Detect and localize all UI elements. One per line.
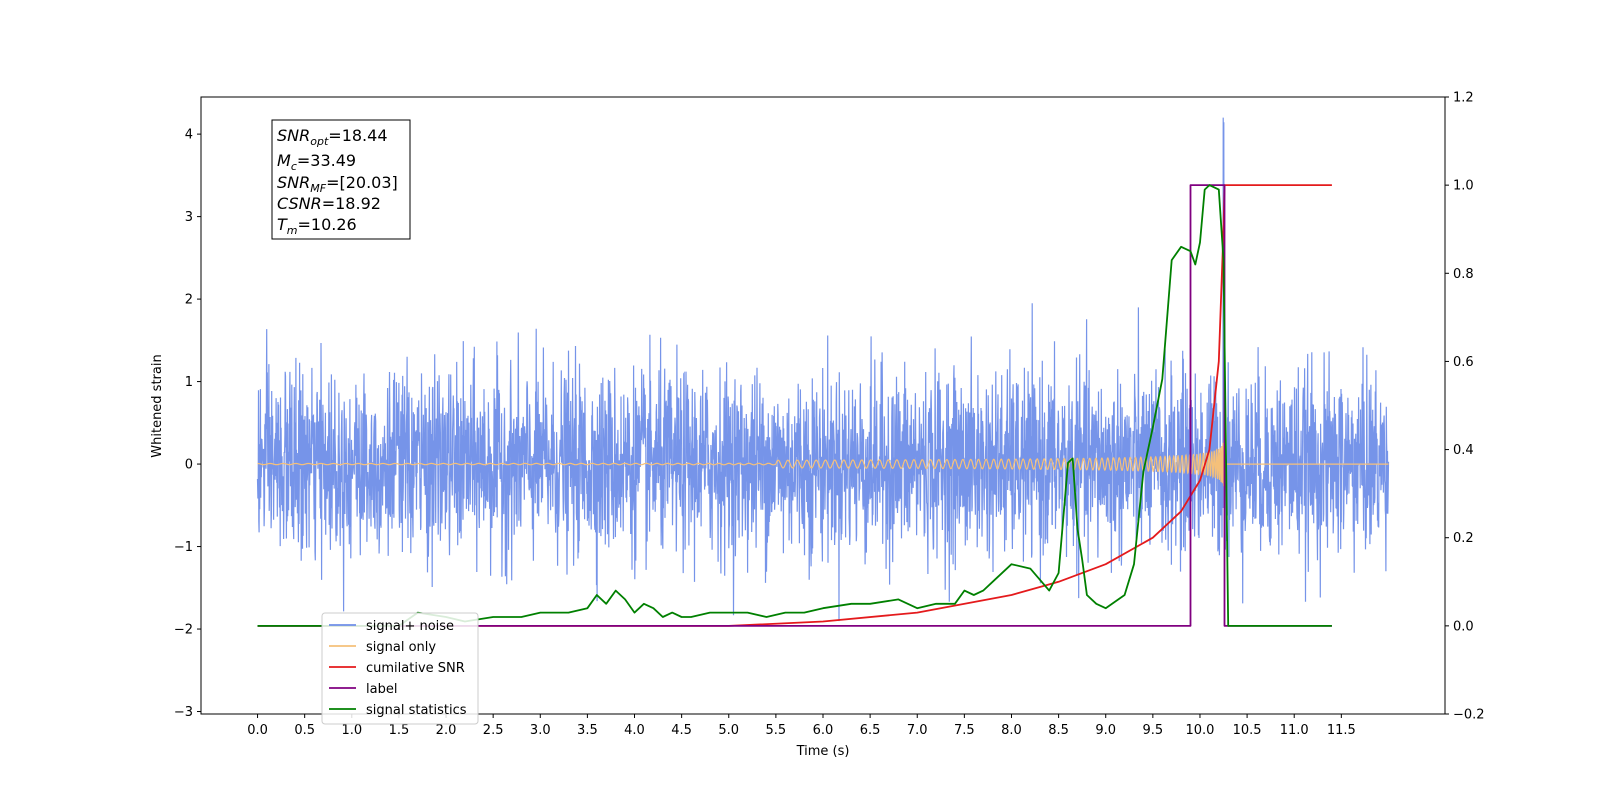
x-tick-label: 3.5 — [577, 723, 598, 738]
y2-tick-label: −0.2 — [1453, 708, 1485, 723]
svg-text:cumilative SNR: cumilative SNR — [366, 661, 465, 676]
legend-item-signal-only: signal only — [329, 640, 436, 655]
y-tick-label: −1 — [174, 540, 193, 555]
y-axis: 4 3 2 1 0 −1 −2 −3 — [174, 128, 201, 720]
legend-item-label: label — [329, 682, 397, 697]
x-tick-label: 0.0 — [247, 723, 268, 738]
x-tick-label: 11.5 — [1327, 723, 1356, 738]
x-tick-label: 4.5 — [671, 723, 692, 738]
legend: signal+ noise signal only cumilative SNR… — [321, 612, 479, 725]
svg-text:label: label — [366, 682, 397, 697]
y2-tick-label: 0.4 — [1453, 443, 1474, 458]
legend-item-cumilative-snr: cumilative SNR — [329, 661, 465, 676]
x-tick-label: 6.5 — [860, 723, 881, 738]
x-tick-label: 10.0 — [1185, 723, 1214, 738]
y2-tick-label: 0.0 — [1453, 619, 1474, 634]
y-tick-label: 4 — [185, 128, 193, 143]
annotation-csnr: CSNR=18.92 — [277, 194, 381, 213]
x-tick-label: 9.5 — [1143, 723, 1164, 738]
x-tick-label: 1.0 — [341, 723, 362, 738]
y2-tick-label: 0.8 — [1453, 267, 1474, 282]
x-tick-label: 3.0 — [530, 723, 551, 738]
x-tick-label: 6.0 — [813, 723, 834, 738]
y-tick-label: 3 — [185, 210, 193, 225]
legend-item-signal-statistics: signal statistics — [329, 703, 467, 718]
x-tick-label: 8.0 — [1001, 723, 1022, 738]
y-tick-label: 1 — [185, 375, 193, 390]
y-tick-label: −2 — [174, 623, 193, 638]
y-tick-label: 2 — [185, 293, 193, 308]
x-tick-label: 7.0 — [907, 723, 928, 738]
series-cumilative-snr-line — [257, 184, 1332, 627]
series-signal-statistics-line — [257, 184, 1332, 627]
x-tick-label: 4.0 — [624, 723, 645, 738]
x-tick-label: 5.5 — [766, 723, 787, 738]
y-tick-label: −3 — [174, 705, 193, 720]
annotation-snr-opt: SNRopt=18.44 — [277, 126, 388, 148]
y2-axis: 1.2 1.0 0.8 0.6 0.4 0.2 0.0 −0.2 — [1445, 91, 1485, 723]
annotation-snr-mf: SNRMF=[20.03] — [277, 173, 398, 195]
y-tick-label: 0 — [185, 458, 193, 473]
x-tick-label: 2.0 — [436, 723, 457, 738]
annotation-box: SNRopt=18.44 Mc=33.49 SNRMF=[20.03] CSNR… — [271, 119, 411, 240]
series-signal-only-line — [257, 439, 1389, 487]
legend-item-signal-noise: signal+ noise — [329, 619, 454, 634]
y2-tick-label: 1.2 — [1453, 91, 1474, 106]
x-tick-label: 2.5 — [483, 723, 504, 738]
x-tick-label: 8.5 — [1048, 723, 1069, 738]
y-axis-label: Whitened strain — [150, 354, 165, 457]
plot-area — [256, 117, 1390, 627]
x-axis: 0.0 0.5 1.0 1.5 2.0 2.5 3.0 3.5 4.0 4.5 5.0 5.5 6.0 6… — [247, 714, 1356, 738]
x-tick-label: 10.5 — [1233, 723, 1262, 738]
x-axis-label: Time (s) — [796, 744, 850, 759]
x-tick-label: 7.5 — [954, 723, 975, 738]
series-signal-noise-line — [256, 117, 1390, 622]
legend-frame — [321, 612, 479, 725]
svg-text:signal only: signal only — [366, 640, 436, 655]
svg-text:signal+ noise: signal+ noise — [366, 619, 454, 634]
x-tick-label: 5.0 — [718, 723, 739, 738]
x-tick-label: 11.0 — [1280, 723, 1309, 738]
x-tick-label: 1.5 — [389, 723, 410, 738]
y2-tick-label: 0.2 — [1453, 531, 1474, 546]
y2-tick-label: 1.0 — [1453, 179, 1474, 194]
x-tick-label: 9.0 — [1095, 723, 1116, 738]
y2-tick-label: 0.6 — [1453, 355, 1474, 370]
annotation-tm: Tm=10.26 — [277, 215, 357, 237]
x-tick-label: 0.5 — [294, 723, 315, 738]
annotation-mc: Mc=33.49 — [277, 151, 356, 173]
svg-text:signal statistics: signal statistics — [366, 703, 467, 718]
